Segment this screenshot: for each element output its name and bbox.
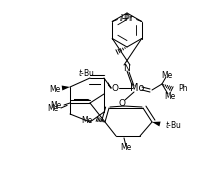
Text: Me: Me [50,100,61,110]
Text: O: O [112,83,119,92]
Text: Mo: Mo [130,83,144,93]
Text: Me: Me [164,92,176,100]
Text: $t$-Bu: $t$-Bu [165,119,182,130]
Polygon shape [62,85,70,90]
Text: N: N [124,63,130,73]
Text: Ph: Ph [178,83,187,92]
Text: Me: Me [49,85,60,93]
Text: Me: Me [161,70,173,80]
Text: $t$-Bu: $t$-Bu [78,66,95,78]
Text: Me: Me [47,103,58,112]
Text: Me: Me [81,115,92,125]
Text: Me: Me [120,144,132,152]
Text: $i$-Pr: $i$-Pr [119,12,134,23]
Text: $i$-Pr: $i$-Pr [120,12,135,23]
Polygon shape [152,122,161,126]
Text: O: O [119,98,125,107]
